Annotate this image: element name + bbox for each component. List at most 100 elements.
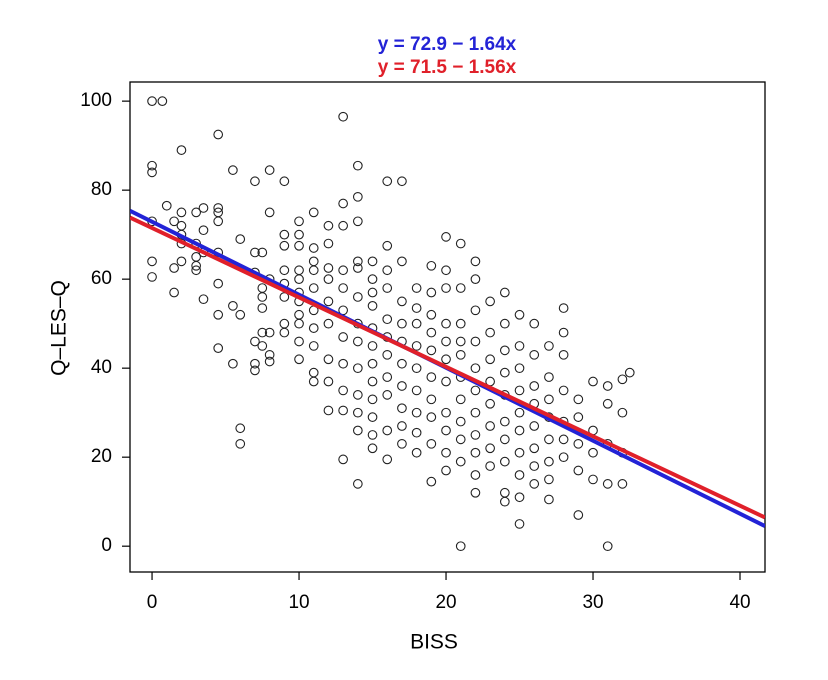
scatter-point (485, 398, 495, 409)
scatter-point (367, 274, 378, 285)
scatter-point (470, 274, 481, 285)
scatter-point (411, 303, 422, 313)
scatter-point (544, 341, 554, 351)
scatter-point (338, 198, 348, 209)
scatter-point (323, 274, 334, 285)
scatter-point (441, 407, 451, 418)
scatter-point (441, 283, 451, 293)
scatter-point (397, 438, 407, 449)
scatter-point (338, 111, 348, 122)
scatter-point (544, 494, 554, 505)
scatter-point (294, 309, 304, 320)
scatter-point (573, 438, 584, 449)
scatter-point (485, 461, 495, 471)
scatter-point (308, 283, 319, 293)
scatter-point (323, 318, 334, 329)
scatter-point (279, 327, 290, 338)
scatter-point (602, 541, 613, 552)
scatter-point (367, 301, 378, 311)
scatter-point (426, 287, 437, 298)
scatter-point (529, 461, 540, 471)
scatter-point (426, 372, 437, 382)
y-tick-label: 20 (91, 446, 112, 467)
scatter-point (352, 363, 363, 374)
scatter-point (213, 309, 224, 320)
scatter-point (588, 447, 598, 458)
y-tick-label: 80 (91, 179, 112, 200)
scatter-point (470, 385, 481, 396)
scatter-point (426, 438, 437, 449)
scatter-point (382, 283, 393, 293)
scatter-point (499, 416, 510, 427)
scatter-point (441, 232, 451, 242)
scatter-point (198, 294, 209, 305)
scatter-point (338, 220, 348, 231)
scatter-point (397, 421, 407, 431)
scatter-point (382, 425, 393, 436)
scatter-point (499, 367, 510, 378)
scatter-point (235, 234, 246, 244)
scatter-point (588, 376, 598, 387)
scatter-point (264, 349, 275, 360)
scatter-point (367, 256, 378, 267)
scatter-point (228, 165, 238, 175)
scatter-point (367, 287, 378, 298)
scatter-point (352, 479, 363, 489)
scatter-point (367, 430, 378, 440)
scatter-point (514, 425, 525, 436)
scatter-point (367, 358, 378, 369)
scatter-point (308, 376, 319, 387)
scatter-point (323, 405, 334, 416)
scatter-point (294, 336, 304, 347)
scatter-point (294, 274, 304, 285)
scatter-point (499, 318, 510, 329)
scatter-point (514, 341, 525, 351)
scatter-point (499, 496, 510, 507)
scatter-point (617, 407, 628, 418)
scatter-point (602, 479, 613, 489)
scatter-point (455, 283, 466, 293)
scatter-point (382, 176, 393, 187)
scatter-point (426, 476, 437, 487)
scatter-point (308, 265, 319, 276)
scatter-point (147, 96, 157, 106)
scatter-point (308, 341, 319, 351)
equation-title: y = 71.5 − 1.56x (378, 57, 517, 78)
scatter-point (228, 301, 238, 311)
scatter-point (308, 367, 319, 378)
scatter-point (213, 216, 224, 227)
scatter-point (191, 260, 201, 271)
scatter-point (397, 176, 407, 187)
y-tick-label: 40 (91, 357, 112, 378)
scatter-point (250, 247, 260, 258)
scatter-point (191, 207, 201, 218)
x-tick-label: 10 (288, 592, 309, 613)
scatter-point (617, 479, 628, 489)
scatter-point (352, 425, 363, 436)
x-tick-label: 20 (435, 592, 456, 613)
scatter-point (294, 240, 304, 251)
scatter-point (411, 407, 422, 418)
scatter-point (338, 358, 348, 369)
scatter-point (411, 427, 422, 438)
scatter-point (228, 358, 238, 369)
scatter-point (411, 341, 422, 351)
scatter-point (279, 265, 290, 276)
scatter-point (257, 341, 268, 351)
scatter-point (264, 207, 275, 218)
scatter-point (499, 287, 510, 298)
scatter-point (250, 365, 260, 376)
scatter-point (573, 394, 584, 405)
scatter-point (367, 394, 378, 405)
scatter-point (294, 229, 304, 240)
scatter-point (338, 265, 348, 276)
scatter-point (485, 421, 495, 431)
scatter-point (411, 385, 422, 396)
scatter-point (367, 412, 378, 422)
scatter-point (470, 487, 481, 498)
scatter-point (514, 470, 525, 480)
scatter-point (573, 412, 584, 422)
scatter-point (514, 519, 525, 529)
scatter-point (352, 407, 363, 418)
